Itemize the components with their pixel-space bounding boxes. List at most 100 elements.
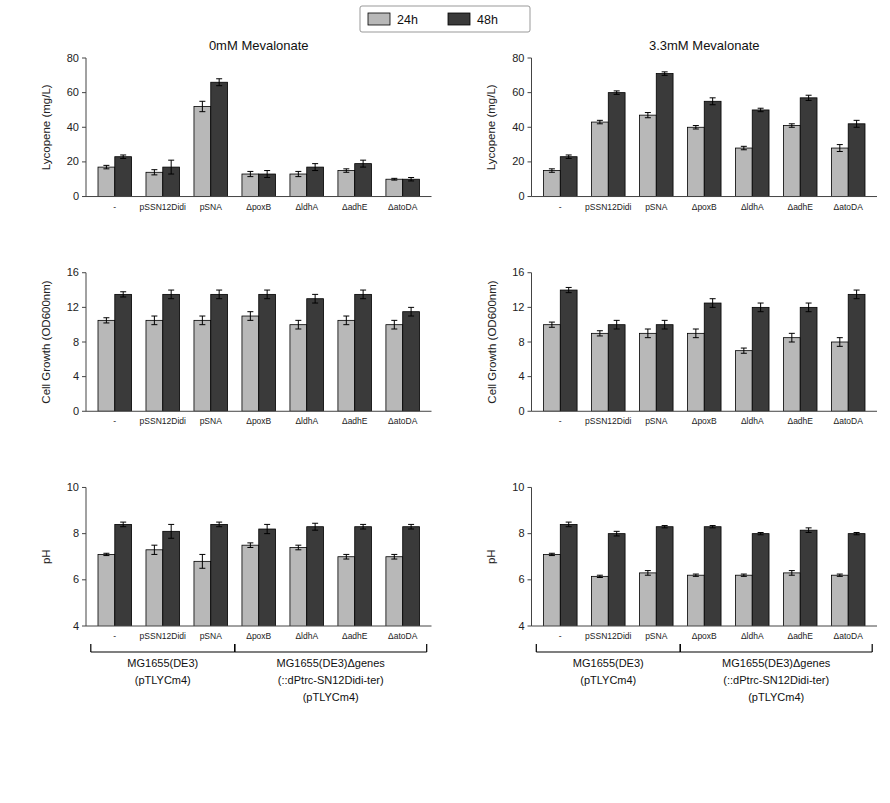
bar: 48h	[211, 524, 228, 626]
error-bar	[549, 553, 555, 555]
y-tick-label: 0	[73, 190, 79, 202]
error-stem	[346, 316, 347, 325]
error-stem	[315, 164, 316, 171]
error-cap	[710, 104, 716, 105]
error-cap	[789, 342, 795, 343]
error-cap	[662, 75, 668, 76]
error-cap	[789, 333, 795, 334]
error-cap	[837, 151, 843, 152]
error-cap	[549, 172, 555, 173]
error-cap	[614, 329, 620, 330]
error-cap	[758, 534, 764, 535]
y-axis	[531, 487, 532, 626]
error-bar	[343, 169, 349, 172]
error-bar	[120, 522, 126, 527]
error-stem	[568, 155, 569, 158]
bar: 24h	[194, 320, 211, 411]
error-cap	[662, 527, 668, 528]
x-tick-label: pSSN12Didi	[140, 631, 186, 641]
error-cap	[216, 526, 222, 527]
error-cap	[264, 177, 270, 178]
error-bar	[597, 120, 603, 123]
y-tick-label: 20	[512, 155, 524, 167]
bar: 48h	[656, 325, 673, 412]
bar: 48h	[752, 307, 769, 411]
panel: 02040608024h24h24h24h24h24h24h48h48h48h4…	[40, 38, 432, 212]
panel: 4681024h24h24h24h24h24h24h48h48h48h48h48…	[486, 481, 878, 718]
error-bar	[662, 320, 668, 329]
bar: 48h	[608, 534, 625, 626]
bracket-label: MG1655(DE3)Δgenes	[722, 657, 831, 669]
error-bar	[103, 165, 109, 168]
y-tick-label: 6	[73, 573, 79, 585]
bar: 24h	[687, 127, 704, 196]
bar: 24h	[290, 325, 307, 412]
error-cap	[312, 523, 318, 524]
error-cap	[758, 111, 764, 112]
error-bar	[789, 571, 795, 576]
error-stem	[647, 571, 648, 576]
error-cap	[247, 176, 253, 177]
x-tick-label: ΔpoxB	[692, 416, 717, 426]
y-tick	[528, 196, 532, 197]
bar: 48h	[848, 294, 865, 411]
error-cap	[103, 322, 109, 323]
error-stem	[346, 169, 347, 172]
error-stem	[123, 155, 124, 158]
x-tick-label: ΔadhE	[342, 631, 368, 641]
error-cap	[693, 129, 699, 130]
x-tick-label: pSNA	[645, 202, 668, 212]
error-bar	[789, 124, 795, 127]
error-cap	[103, 165, 109, 166]
bar: 24h	[591, 576, 608, 626]
error-cap	[662, 320, 668, 321]
error-bar	[806, 303, 812, 312]
error-stem	[791, 333, 792, 342]
error-cap	[789, 575, 795, 576]
x-axis	[86, 411, 432, 412]
error-cap	[645, 575, 651, 576]
error-bar	[710, 526, 716, 528]
error-cap	[597, 575, 603, 576]
error-stem	[791, 571, 792, 576]
error-cap	[264, 290, 270, 291]
error-bar	[806, 95, 812, 100]
x-tick-label: ΔatoDA	[834, 416, 864, 426]
error-cap	[566, 154, 572, 155]
error-cap	[408, 180, 414, 181]
error-cap	[295, 171, 301, 172]
error-cap	[103, 168, 109, 169]
error-stem	[808, 303, 809, 312]
y-tick-label: 16	[67, 266, 79, 278]
error-cap	[806, 311, 812, 312]
error-cap	[710, 527, 716, 528]
bar: 48h	[115, 524, 132, 626]
error-stem	[298, 545, 299, 550]
error-bar	[710, 299, 716, 308]
y-tick	[82, 487, 86, 488]
bracket-line	[91, 651, 235, 652]
bracket-tick	[872, 644, 873, 652]
bar: 48h	[800, 307, 817, 411]
y-tick	[528, 92, 532, 93]
bar: 24h	[543, 325, 560, 412]
bar: 24h	[639, 333, 656, 411]
error-cap	[789, 127, 795, 128]
error-bar	[151, 170, 157, 175]
y-tick-label: 4	[518, 370, 524, 382]
legend-label: 24h	[397, 13, 418, 27]
bar: 24h	[783, 126, 800, 197]
error-stem	[568, 522, 569, 527]
x-tick-label: ΔadhE	[342, 202, 368, 212]
error-bar	[566, 287, 572, 292]
bars: 24h24h24h24h24h24h24h48h48h48h48h48h48h4…	[98, 290, 420, 411]
error-bar	[199, 316, 205, 325]
error-cap	[168, 524, 174, 525]
bar: 48h	[355, 294, 372, 411]
x-tick-label: ΔpoxB	[692, 631, 717, 641]
error-bar	[854, 290, 860, 299]
error-bar	[693, 574, 699, 576]
error-bar	[741, 348, 747, 353]
error-bar	[597, 331, 603, 336]
error-cap	[645, 112, 651, 113]
